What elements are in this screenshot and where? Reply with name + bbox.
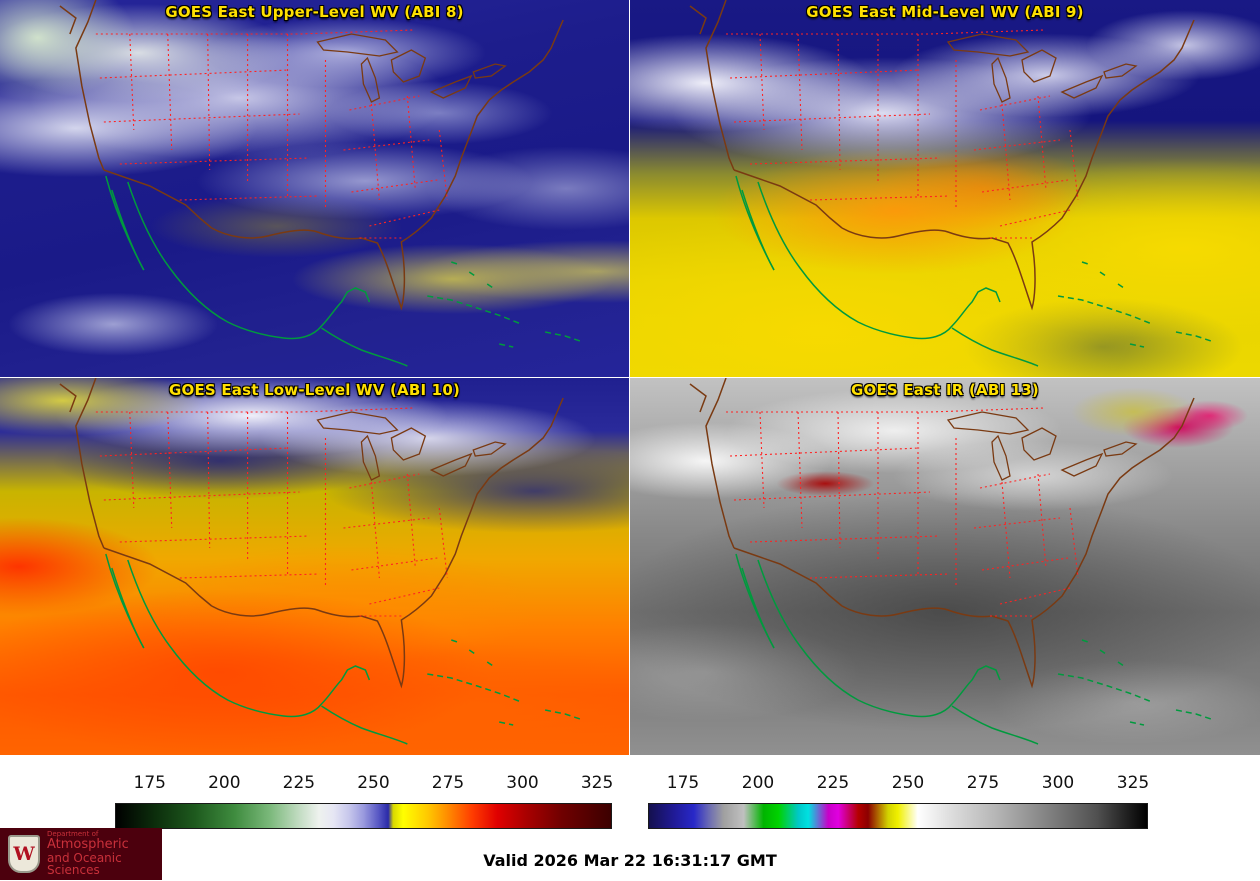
upper-level-wv-image xyxy=(0,0,629,377)
uw-crest-icon: W xyxy=(8,835,40,873)
ir-colorbar: 175 200 225 250 275 300 325 xyxy=(648,755,1150,835)
tick-label: 175 xyxy=(666,773,700,793)
tick-label: 325 xyxy=(1116,773,1150,793)
mid-level-wv-image xyxy=(630,0,1260,377)
uw-aos-logo: W Department of Atmospheric and Oceanic … xyxy=(0,828,162,880)
wv-colorbar: 175 200 225 250 275 300 325 xyxy=(115,755,614,835)
tick-label: 200 xyxy=(208,773,241,793)
ir-colorbar-ticks: 175 200 225 250 275 300 325 xyxy=(648,773,1150,803)
logo-oceanic-sciences: and Oceanic Sciences xyxy=(47,850,122,878)
tick-label: 250 xyxy=(357,773,390,793)
tick-label: 275 xyxy=(966,773,1000,793)
ir-image xyxy=(630,378,1260,755)
logo-atmospheric: Atmospheric xyxy=(47,837,129,853)
map-overlay xyxy=(0,0,629,377)
legend-footer: 175 200 225 250 275 300 325 175 200 225 … xyxy=(0,755,1260,880)
tick-label: 225 xyxy=(282,773,316,793)
map-overlay xyxy=(0,378,629,755)
wv-colorbar-gradient xyxy=(115,803,612,829)
map-overlay xyxy=(630,378,1260,755)
low-level-wv-image xyxy=(0,378,629,755)
tick-label: 300 xyxy=(1041,773,1075,793)
panel-ir: GOES East IR (ABI 13) xyxy=(630,378,1260,755)
tick-label: 325 xyxy=(580,773,614,793)
ir-colorbar-gradient xyxy=(648,803,1148,829)
panel-upper-level-wv: GOES East Upper-Level WV (ABI 8) xyxy=(0,0,629,377)
wv-colorbar-ticks: 175 200 225 250 275 300 325 xyxy=(115,773,614,803)
tick-label: 250 xyxy=(891,773,925,793)
tick-label: 175 xyxy=(133,773,167,793)
tick-label: 200 xyxy=(741,773,775,793)
panel-low-level-wv: GOES East Low-Level WV (ABI 10) xyxy=(0,378,629,755)
tick-label: 225 xyxy=(816,773,850,793)
valid-time-label: Valid 2026 Mar 22 16:31:17 GMT xyxy=(483,851,777,870)
map-overlay xyxy=(630,0,1260,377)
logo-text: Department of Atmospheric and Oceanic Sc… xyxy=(47,829,162,878)
panel-mid-level-wv: GOES East Mid-Level WV (ABI 9) xyxy=(630,0,1260,377)
panel-grid: GOES East Upper-Level WV (ABI 8) GOES Ea… xyxy=(0,0,1260,755)
tick-label: 300 xyxy=(506,773,539,793)
logo-department-of: Department of xyxy=(47,829,99,838)
tick-label: 275 xyxy=(431,773,465,793)
uw-crest-letter: W xyxy=(13,842,35,865)
